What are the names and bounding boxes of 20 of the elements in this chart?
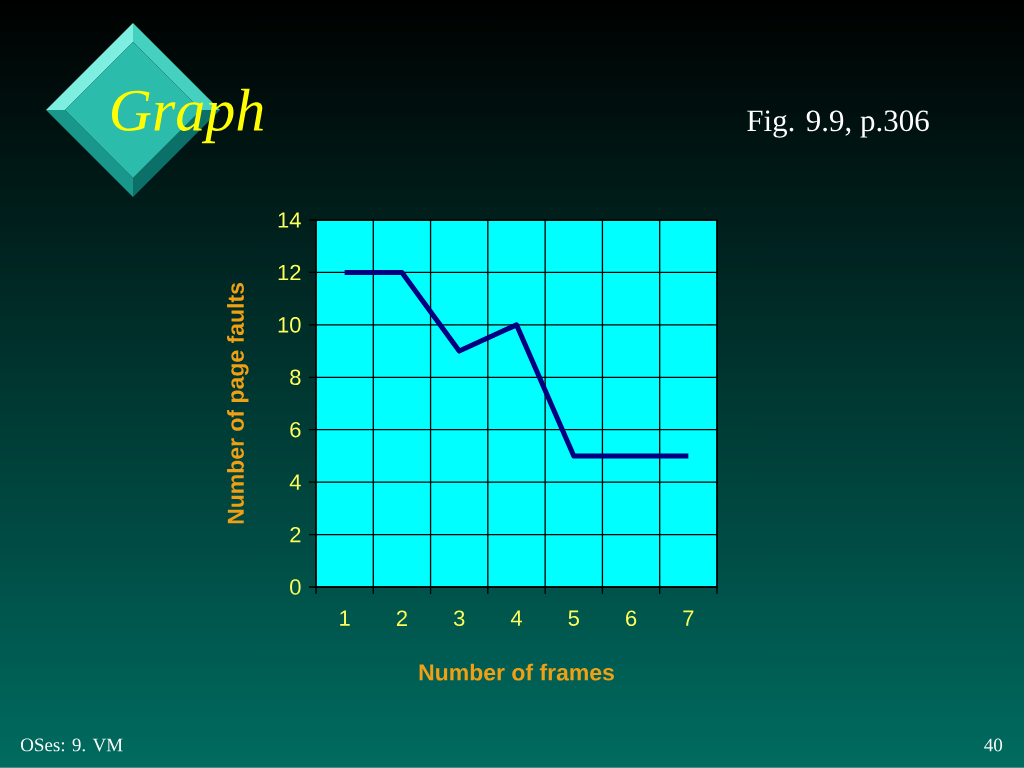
x-tick-label: 4 — [510, 610, 522, 626]
y-tick-label: 0 — [290, 579, 301, 595]
text: OSes: 9. VM — [20, 738, 123, 752]
x-axis-title: Number of frames — [419, 663, 614, 681]
y-tick-label: 8 — [290, 369, 301, 386]
x-tick-label: 7 — [683, 610, 694, 626]
y-tick-label: 14 — [278, 212, 301, 228]
x-tick-label: 2 — [396, 610, 407, 626]
y-axis-title: Number of page faults — [227, 283, 249, 524]
y-tick-label: 12 — [278, 264, 301, 281]
text: 40 — [984, 738, 1003, 752]
y-tick-label: 4 — [289, 474, 301, 490]
x-tick-label: 3 — [453, 610, 465, 627]
y-tick-label: 10 — [278, 317, 301, 333]
x-tick-label: 6 — [626, 610, 637, 627]
x-tick-label: 1 — [340, 610, 350, 626]
y-tick-label: 6 — [290, 421, 301, 438]
y-tick-label: 2 — [290, 526, 301, 543]
x-tick-label: 5 — [568, 610, 579, 626]
text: Fig. 9.9, p.306 — [747, 110, 929, 138]
